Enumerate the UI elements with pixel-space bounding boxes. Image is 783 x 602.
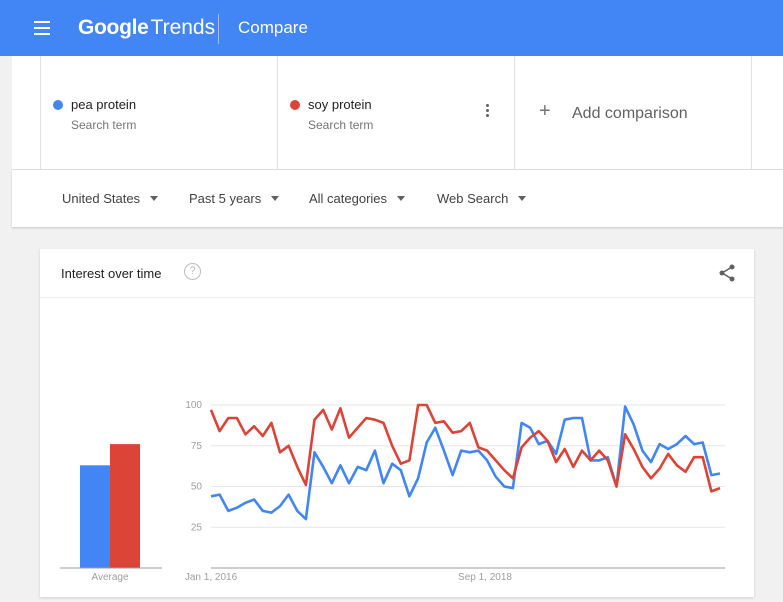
- series-line-soy-protein: [209, 403, 721, 493]
- average-bar-soy-protein: [110, 444, 140, 568]
- share-icon[interactable]: [718, 264, 736, 282]
- logo-product: Trends: [150, 16, 216, 39]
- term-label: soy protein: [308, 97, 372, 112]
- series-color-dot: [290, 100, 300, 110]
- search-term-pea-protein[interactable]: pea protein Search term: [40, 56, 277, 169]
- add-comparison-button[interactable]: + Add comparison: [514, 56, 752, 169]
- filter-label: United States: [62, 191, 141, 206]
- term-type: Search term: [308, 118, 374, 132]
- y-tick-label: 25: [191, 522, 203, 533]
- filter-bar: United States Past 5 years All categorie…: [12, 170, 783, 227]
- add-comparison-label: Add comparison: [572, 105, 688, 122]
- y-tick-label: 50: [191, 482, 203, 493]
- x-tick-label: Jan 1, 2016: [185, 572, 238, 583]
- help-icon[interactable]: ?: [184, 263, 201, 280]
- average-label: Average: [91, 572, 129, 583]
- term-label: pea protein: [71, 97, 137, 112]
- filter-category-dropdown[interactable]: All categories: [309, 191, 406, 206]
- y-tick-label: 75: [191, 441, 203, 452]
- filter-label: Past 5 years: [189, 191, 262, 206]
- filter-search-type-dropdown[interactable]: Web Search: [437, 191, 527, 206]
- dropdown-arrow-icon: [397, 196, 406, 201]
- term-type: Search term: [71, 118, 137, 132]
- dropdown-arrow-icon: [518, 196, 527, 201]
- card-title: Interest over time: [61, 266, 162, 281]
- plus-icon: +: [539, 100, 551, 122]
- y-tick-label: 100: [185, 400, 202, 411]
- dropdown-arrow-icon: [271, 196, 280, 201]
- filter-label: All categories: [309, 191, 388, 206]
- filter-time-range-dropdown[interactable]: Past 5 years: [189, 191, 280, 206]
- interest-over-time-chart: 100 75 50 25 Average Jan 1, 2016 Sep 1, 2018: [60, 400, 725, 583]
- interest-over-time-card: Interest over time ? 100 75 50 25 Average Jan…: [40, 249, 754, 597]
- more-options-icon[interactable]: [486, 104, 490, 120]
- search-terms-bar: pea protein Search term soy protein Sear…: [12, 56, 783, 170]
- appbar-divider: [218, 14, 219, 44]
- top-app-bar: GoogleTrends Compare: [0, 0, 783, 56]
- series-line-pea-protein: [210, 405, 721, 521]
- average-bar-pea-protein: [80, 465, 110, 568]
- filter-label: Web Search: [437, 191, 509, 206]
- x-tick-label: Sep 1, 2018: [458, 572, 512, 583]
- google-trends-logo[interactable]: GoogleTrends: [78, 16, 215, 40]
- series-color-dot: [53, 100, 63, 110]
- dropdown-arrow-icon: [150, 196, 159, 201]
- filter-region-dropdown[interactable]: United States: [62, 191, 159, 206]
- page-title: Compare: [238, 18, 308, 37]
- hamburger-menu-icon[interactable]: [34, 21, 50, 35]
- logo-brand: Google: [78, 16, 149, 39]
- card-header: Interest over time ?: [40, 249, 754, 298]
- search-term-soy-protein[interactable]: soy protein Search term: [277, 56, 514, 169]
